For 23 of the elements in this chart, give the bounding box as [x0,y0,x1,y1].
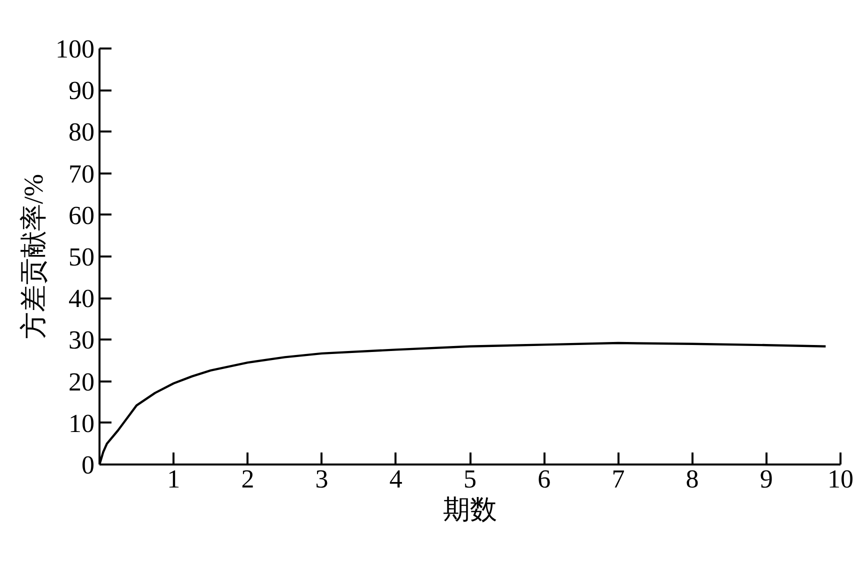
y-tick-label: 20 [68,367,94,396]
y-tick-label: 80 [68,118,94,147]
x-tick-label: 8 [686,464,699,494]
x-tick-label: 2 [241,464,254,494]
y-tick-label: 60 [68,200,94,230]
x-axis-title: 期数 [443,494,497,524]
x-tick-label: 4 [389,464,402,494]
y-tick-label: 50 [68,242,94,272]
y-tick-label: 90 [68,76,94,106]
x-tick-label: 10 [828,464,854,494]
y-tick-label: 30 [68,326,94,355]
x-tick-label: 1 [167,464,180,494]
y-tick-label: 40 [68,284,94,314]
y-tick-label: 100 [56,34,94,64]
x-tick-label: 3 [315,464,328,494]
x-tick-label: 6 [538,464,551,494]
x-tick-label: 7 [612,464,625,494]
y-tick-label: 70 [68,159,94,188]
x-tick-label: 9 [760,464,773,494]
y-tick-label: 10 [68,408,94,438]
y-tick-label: 0 [82,450,94,480]
x-tick-label: 5 [464,464,476,494]
y-axis-title: 方差贡献率/% [18,174,48,339]
